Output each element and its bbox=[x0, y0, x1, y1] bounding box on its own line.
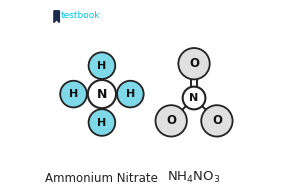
Circle shape bbox=[183, 87, 206, 109]
Circle shape bbox=[178, 48, 210, 79]
Text: testbook: testbook bbox=[61, 11, 101, 20]
Circle shape bbox=[201, 105, 233, 137]
Polygon shape bbox=[54, 11, 59, 23]
Circle shape bbox=[88, 80, 116, 108]
Circle shape bbox=[117, 81, 144, 107]
Circle shape bbox=[88, 52, 115, 79]
Text: N: N bbox=[189, 93, 199, 103]
Text: H: H bbox=[97, 61, 106, 71]
Text: NH$_4$NO$_3$: NH$_4$NO$_3$ bbox=[167, 170, 221, 185]
Circle shape bbox=[60, 81, 87, 107]
Text: O: O bbox=[166, 114, 176, 127]
Text: O: O bbox=[212, 114, 222, 127]
Text: H: H bbox=[69, 89, 78, 99]
Circle shape bbox=[88, 109, 115, 136]
Text: H: H bbox=[126, 89, 135, 99]
Text: H: H bbox=[97, 117, 106, 128]
Text: N: N bbox=[97, 88, 107, 101]
Text: O: O bbox=[189, 57, 199, 70]
Circle shape bbox=[156, 105, 187, 137]
Text: Ammonium Nitrate: Ammonium Nitrate bbox=[46, 172, 158, 185]
